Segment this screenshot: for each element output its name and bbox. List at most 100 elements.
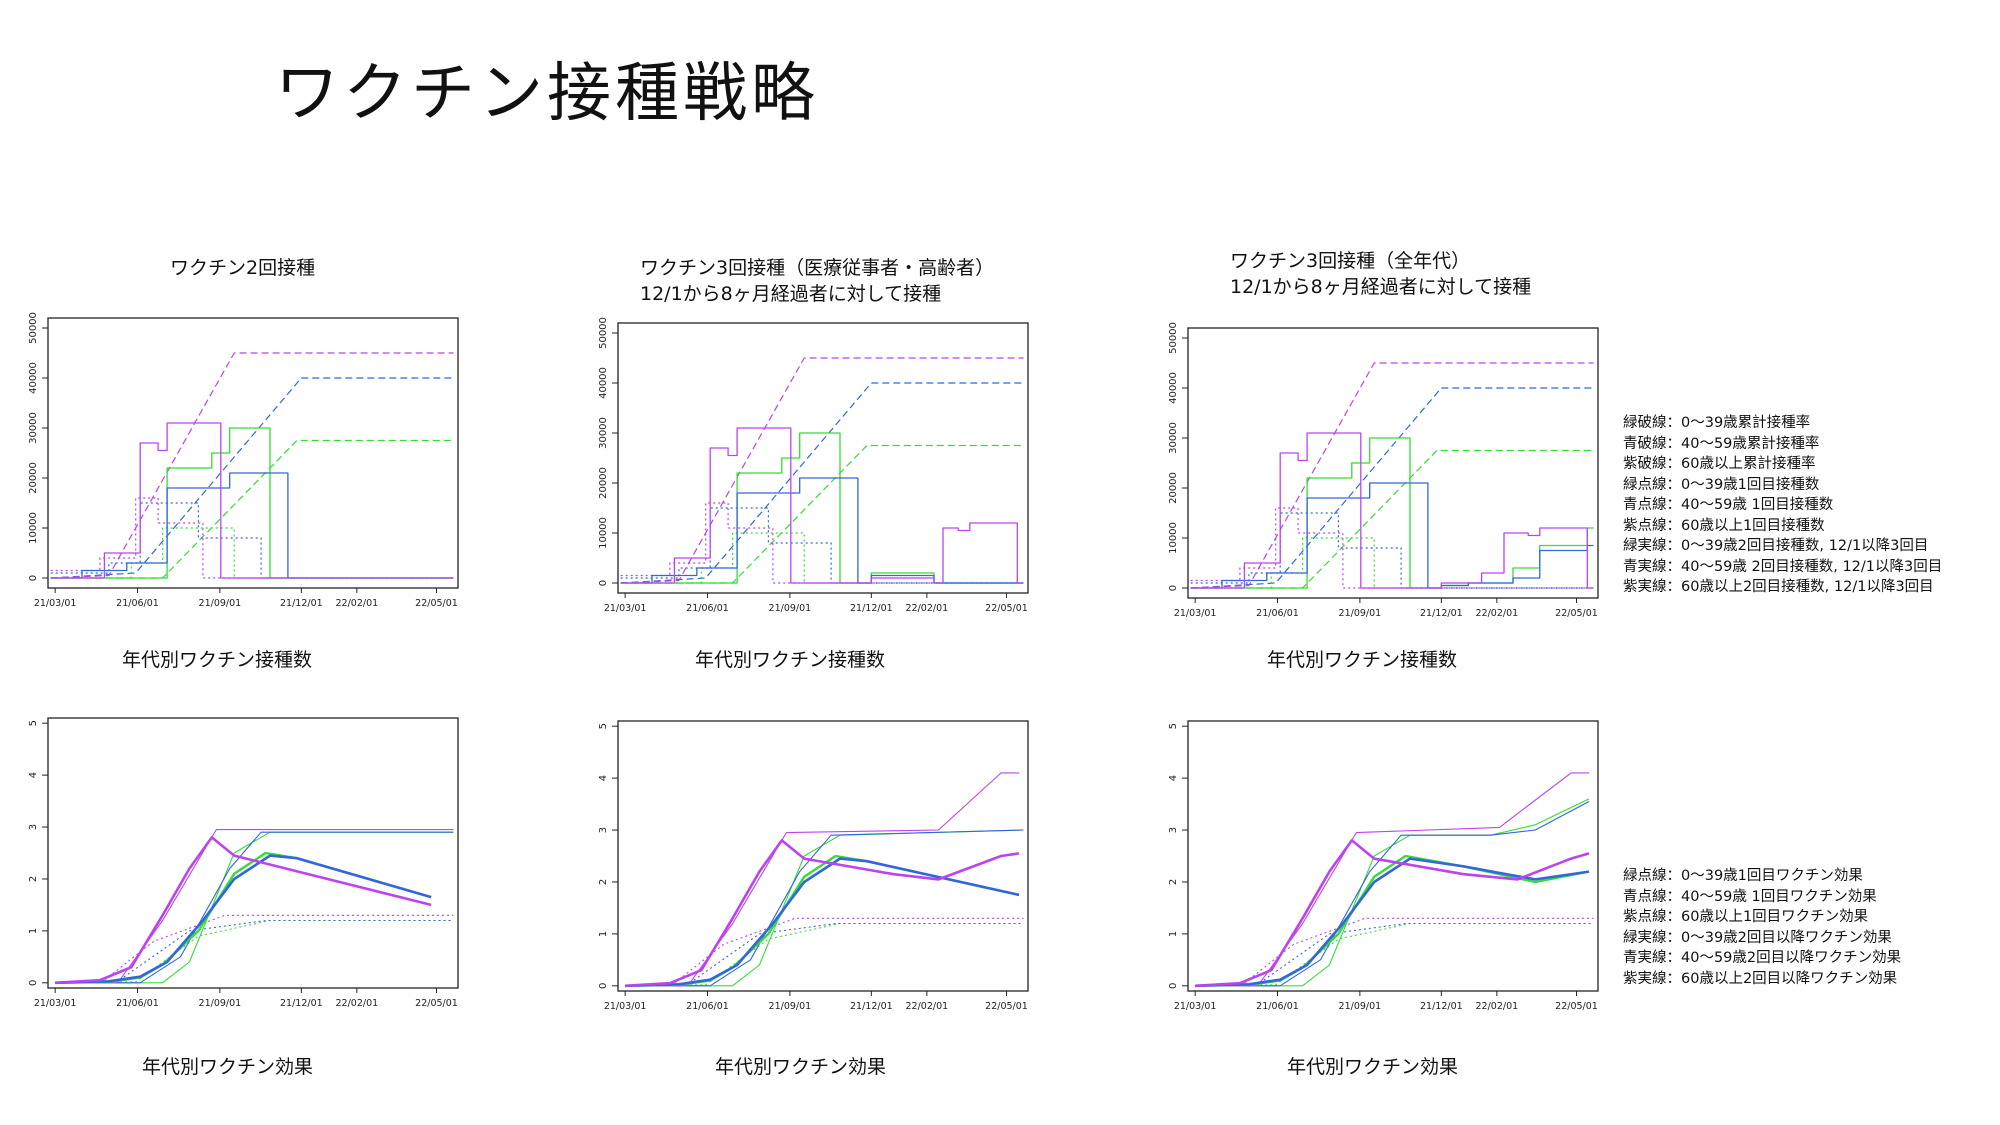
y-tick-label: 4 bbox=[1168, 775, 1179, 781]
y-tick-label: 3 bbox=[28, 824, 39, 830]
plot-frame bbox=[47, 317, 459, 589]
x-tick-label: 21/09/01 bbox=[1339, 608, 1382, 619]
series-line bbox=[1195, 798, 1590, 987]
x-tick-label: 21/06/01 bbox=[116, 998, 159, 1009]
y-tick-label: 1 bbox=[28, 928, 39, 934]
series-line bbox=[625, 857, 1020, 988]
legend-item: 青実線：40～59歳2回目以降ワクチン効果 bbox=[1623, 950, 1902, 966]
series-line bbox=[625, 829, 1024, 987]
plot-frame bbox=[617, 322, 1029, 594]
x-tick-label: 21/06/01 bbox=[686, 603, 729, 614]
legend-item: 紫実線：60歳以上2回目以降ワクチン効果 bbox=[1623, 970, 1898, 987]
y-tick-label: 2 bbox=[1168, 879, 1179, 885]
y-tick-label: 5 bbox=[598, 723, 609, 729]
panel-heading-two-doses: ワクチン2回接種 bbox=[170, 257, 316, 279]
series-line bbox=[1190, 362, 1594, 589]
y-tick-label: 40000 bbox=[598, 367, 609, 399]
y-tick-label: 20000 bbox=[598, 467, 609, 499]
x-tick-label: 21/12/01 bbox=[280, 598, 323, 609]
y-tick-label: 0 bbox=[28, 575, 39, 581]
chart-effect-two: 0 1 2 3 4 5 21/03/01 21/06/01 21/09/01 21/12/01 22… bbox=[28, 717, 459, 1009]
chart-doses-three-all: 0 10000 20000 30000 40000 50000 21/03/01 21/06/… bbox=[1168, 322, 1599, 619]
x-tick-label: 21/12/01 bbox=[1420, 608, 1463, 619]
y-tick-label: 5 bbox=[1168, 723, 1179, 729]
x-tick-label: 22/02/01 bbox=[336, 598, 379, 609]
x-tick-label: 22/05/01 bbox=[985, 1001, 1028, 1012]
plot-frame bbox=[1187, 720, 1599, 992]
caption-doses-three-elderly: 年代別ワクチン接種数 bbox=[695, 649, 886, 671]
x-tick-label: 22/02/01 bbox=[1476, 608, 1519, 619]
legend-item: 青点線：40～59歳 1回目ワクチン効果 bbox=[1623, 888, 1877, 905]
legend-item: 紫点線：60歳以上1回目接種数 bbox=[1623, 517, 1825, 534]
series-line bbox=[55, 831, 454, 984]
x-tick-label: 21/09/01 bbox=[769, 1001, 812, 1012]
y-tick-label: 40000 bbox=[28, 362, 39, 394]
legend-item: 青点線：40～59歳 1回目接種数 bbox=[1623, 497, 1834, 513]
x-tick-label: 22/05/01 bbox=[415, 598, 458, 609]
y-tick-label: 20000 bbox=[28, 462, 39, 494]
series-line bbox=[625, 839, 1020, 988]
y-tick-label: 3 bbox=[1168, 827, 1179, 833]
y-tick-label: 50000 bbox=[1168, 322, 1179, 354]
y-tick-label: 0 bbox=[28, 980, 39, 986]
series-line bbox=[50, 377, 454, 579]
series-line bbox=[620, 432, 1024, 584]
x-tick-label: 21/03/01 bbox=[34, 598, 77, 609]
series-line bbox=[55, 836, 432, 985]
x-tick-label: 22/05/01 bbox=[415, 998, 458, 1009]
x-tick-label: 21/03/01 bbox=[34, 998, 77, 1009]
series-line bbox=[1195, 857, 1590, 988]
x-tick-label: 21/12/01 bbox=[1420, 1001, 1463, 1012]
x-tick-label: 22/02/01 bbox=[336, 998, 379, 1009]
series-line bbox=[1195, 839, 1590, 988]
legend-item: 緑点線：0～39歳1回目接種数 bbox=[1623, 476, 1820, 493]
x-tick-label: 21/09/01 bbox=[199, 598, 242, 609]
y-tick-label: 30000 bbox=[28, 412, 39, 444]
y-tick-label: 1 bbox=[598, 931, 609, 937]
y-tick-label: 30000 bbox=[598, 417, 609, 449]
x-tick-label: 22/02/01 bbox=[906, 1001, 949, 1012]
y-tick-label: 50000 bbox=[598, 317, 609, 349]
series-line bbox=[1195, 772, 1589, 987]
legend-item: 緑点線：0～39歳1回目ワクチン効果 bbox=[1623, 868, 1863, 884]
y-tick-label: 10000 bbox=[1168, 522, 1179, 554]
legend-item: 紫破線：60歳以上累計接種率 bbox=[1623, 456, 1816, 472]
series-line bbox=[50, 502, 454, 579]
series-line bbox=[50, 472, 454, 579]
legend-item: 緑実線：0～39歳2回目接種数, 12/1以降3回目 bbox=[1623, 538, 1929, 554]
y-tick-label: 0 bbox=[1168, 983, 1179, 989]
x-tick-label: 22/05/01 bbox=[1555, 608, 1598, 619]
y-tick-label: 0 bbox=[1168, 585, 1179, 591]
series-line bbox=[620, 507, 1024, 584]
x-tick-label: 21/09/01 bbox=[1339, 1001, 1382, 1012]
x-tick-label: 21/06/01 bbox=[1256, 608, 1299, 619]
x-tick-label: 21/03/01 bbox=[1174, 1001, 1217, 1012]
series-line bbox=[50, 352, 454, 579]
series-line bbox=[1190, 507, 1594, 589]
series-line bbox=[620, 357, 1024, 584]
chart-doses-two: 0 10000 20000 30000 40000 50000 21/03/01 21/06/… bbox=[28, 312, 459, 609]
x-tick-label: 21/03/01 bbox=[604, 1001, 647, 1012]
y-tick-label: 4 bbox=[598, 775, 609, 781]
x-tick-label: 21/12/01 bbox=[850, 1001, 893, 1012]
x-tick-label: 21/06/01 bbox=[686, 1001, 729, 1012]
plot-frame bbox=[617, 720, 1029, 992]
series-line bbox=[55, 914, 454, 984]
y-tick-label: 20000 bbox=[1168, 472, 1179, 504]
chart-effect-three-all: 0 1 2 3 4 5 21/03/01 21/06/01 21/09/01 21/12/01 22… bbox=[1168, 720, 1599, 1012]
y-tick-label: 2 bbox=[28, 876, 39, 882]
series-line bbox=[50, 422, 454, 579]
series-line bbox=[55, 831, 454, 984]
legend-effect: 緑点線：0～39歳1回目ワクチン効果 青点線：40～59歳 1回目ワクチン効果 … bbox=[1623, 866, 1901, 989]
slide-title: ワクチン接種戦略 bbox=[275, 57, 819, 131]
series-line bbox=[55, 854, 432, 985]
x-tick-label: 22/02/01 bbox=[906, 603, 949, 614]
legend-item: 緑破線：0～39歳累計接種率 bbox=[1623, 415, 1811, 431]
series-line bbox=[620, 382, 1024, 584]
chart-effect-three-elderly: 0 1 2 3 4 5 21/03/01 21/06/01 21/09/01 21/12/01 22… bbox=[598, 720, 1029, 1012]
x-tick-label: 21/12/01 bbox=[280, 998, 323, 1009]
series-line bbox=[1195, 801, 1590, 987]
y-tick-label: 30000 bbox=[1168, 422, 1179, 454]
y-tick-label: 3 bbox=[598, 827, 609, 833]
series-line bbox=[620, 502, 1024, 584]
